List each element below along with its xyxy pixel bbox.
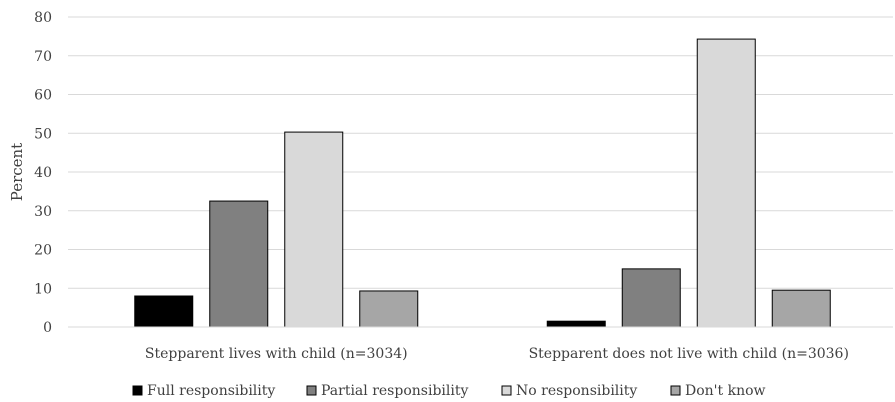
bar xyxy=(134,295,194,328)
legend: Full responsibility Partial responsibilit… xyxy=(132,383,766,399)
bars xyxy=(134,38,831,328)
gridlines xyxy=(68,16,893,289)
legend-swatch xyxy=(306,385,317,396)
bar xyxy=(621,268,681,328)
y-tick-label: 40 xyxy=(34,165,52,181)
y-tick-label: 10 xyxy=(34,281,52,297)
legend-label: Don't know xyxy=(685,383,766,399)
y-axis-ticks: 0 10 20 30 40 50 60 70 80 xyxy=(34,10,52,336)
legend-swatch xyxy=(132,385,143,396)
y-axis-title: Percent xyxy=(8,143,26,201)
legend-label: Partial responsibility xyxy=(321,383,468,399)
y-tick-label: 60 xyxy=(34,88,52,104)
legend-swatch xyxy=(501,385,512,396)
y-tick-label: 70 xyxy=(34,49,52,65)
bar xyxy=(696,38,756,328)
legend-swatch xyxy=(670,385,681,396)
bar xyxy=(209,200,269,328)
bar xyxy=(359,290,419,328)
legend-label: Full responsibility xyxy=(147,383,275,399)
x-category-label: Stepparent lives with child (n=3034) xyxy=(145,346,408,362)
bar xyxy=(546,320,606,328)
bar xyxy=(771,289,831,328)
legend-label: No responsibility xyxy=(516,383,637,399)
category-labels: Stepparent lives with child (n=3034) Step… xyxy=(145,346,849,362)
bar xyxy=(284,131,344,328)
y-tick-label: 50 xyxy=(34,126,52,142)
y-tick-label: 0 xyxy=(43,320,52,336)
y-tick-label: 30 xyxy=(34,204,52,220)
x-category-label: Stepparent does not live with child (n=3… xyxy=(529,346,849,362)
y-tick-label: 80 xyxy=(34,10,52,26)
y-tick-label: 20 xyxy=(34,243,52,259)
